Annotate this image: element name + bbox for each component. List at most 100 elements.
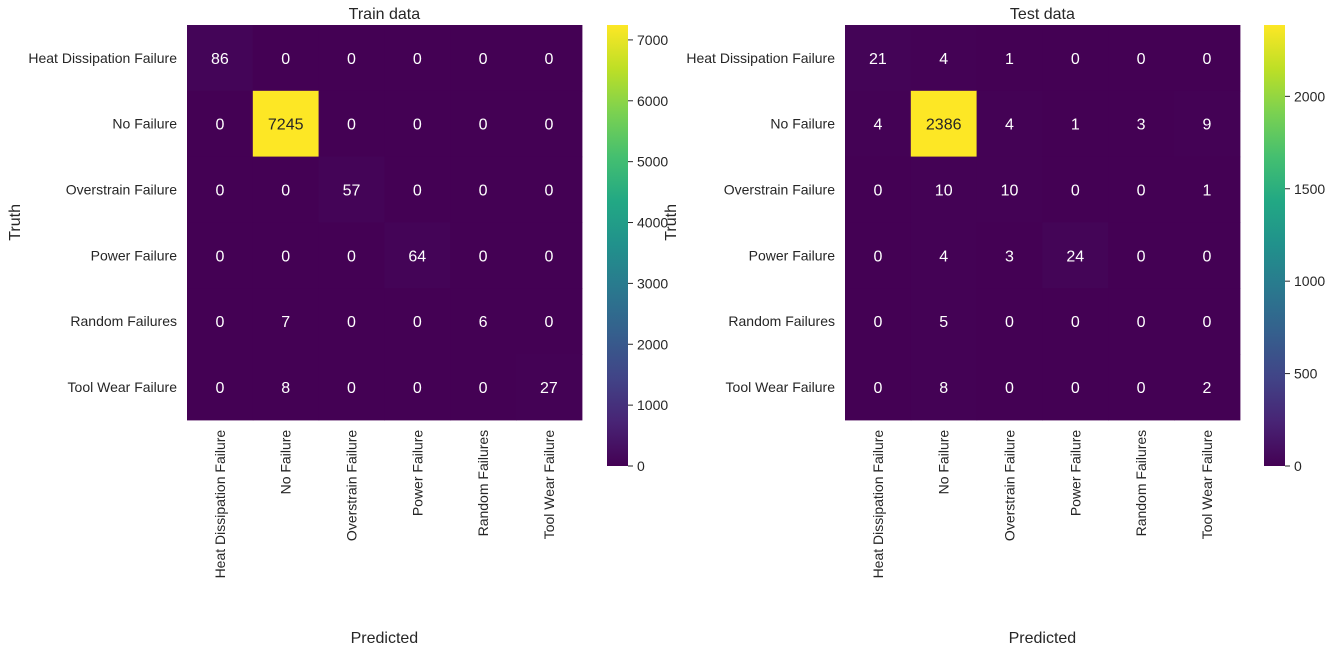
cell-value-label: 1 (1005, 51, 1014, 68)
cell-value-label: 0 (544, 51, 553, 68)
cell-value-label: 0 (873, 314, 882, 331)
x-tick-label: Random Failures (1133, 430, 1149, 537)
cell-value-label: 0 (873, 248, 882, 265)
heatmap-cell (384, 222, 451, 289)
cell-value-label: 0 (544, 314, 553, 331)
heatmap-cell (450, 156, 517, 223)
cell-value-label: 0 (281, 248, 290, 265)
heatmap-cell (1042, 90, 1109, 158)
heatmap-cell (976, 354, 1043, 421)
y-axis-label: Truth (663, 204, 680, 241)
cell-value-label: 0 (1071, 314, 1080, 331)
heatmap-cell (252, 156, 320, 223)
cell-value-label: 0 (544, 183, 553, 200)
heatmap-cell (1174, 354, 1241, 421)
colorbar (607, 25, 628, 466)
cell-value-label: 6 (479, 314, 488, 331)
heatmap-cell (1174, 222, 1241, 289)
heatmap-cell (1108, 25, 1175, 92)
heatmap-cell (1042, 288, 1109, 355)
x-tick-label: Tool Wear Failure (1199, 430, 1215, 540)
heatmap-cell (976, 288, 1043, 355)
cell-value-label: 0 (1005, 380, 1014, 397)
heatmap-cell (187, 90, 254, 158)
cell-value-label: 0 (347, 117, 356, 134)
cell-value-label: 5 (939, 314, 948, 331)
x-tick-label: Heat Dissipation Failure (870, 430, 886, 579)
heatmap-cell (187, 222, 254, 289)
cell-value-label: 21 (869, 51, 887, 68)
cell-value-label: 0 (1071, 183, 1080, 200)
cell-value-label: 0 (281, 183, 290, 200)
cell-value-label: 2386 (926, 117, 962, 134)
x-tick-label: Overstrain Failure (344, 430, 360, 541)
cell-value-label: 0 (873, 380, 882, 397)
colorbar-tick-label: 0 (637, 458, 645, 474)
heatmap-cell (384, 156, 451, 223)
cell-value-label: 57 (343, 183, 361, 200)
cell-value-label: 27 (540, 380, 558, 397)
heatmap-cell (187, 156, 254, 223)
heatmap-cell (1108, 90, 1175, 158)
heatmap-cell (516, 288, 583, 355)
heatmap-cell (1042, 354, 1109, 421)
y-axis-label: Truth (7, 204, 24, 241)
heatmap-cell (1174, 90, 1241, 158)
cell-value-label: 0 (215, 314, 224, 331)
heatmap-cell (450, 222, 517, 289)
cell-value-label: 0 (1202, 314, 1211, 331)
cell-value-label: 1 (1202, 183, 1211, 200)
cell-value-label: 86 (211, 51, 229, 68)
heatmap-cell (1108, 288, 1175, 355)
y-tick-label: Power Failure (91, 247, 178, 263)
colorbar-tick-label: 1000 (637, 397, 668, 413)
x-axis-label: Predicted (351, 630, 419, 647)
x-tick-label: Tool Wear Failure (541, 430, 557, 540)
y-tick-label: Overstrain Failure (724, 182, 835, 198)
y-tick-label: Power Failure (749, 247, 836, 263)
cell-value-label: 3 (1137, 117, 1146, 134)
y-tick-label: Random Failures (70, 313, 177, 329)
cell-value-label: 4 (939, 51, 948, 68)
heatmap-cell (976, 222, 1043, 289)
cell-value-label: 4 (1005, 117, 1014, 134)
x-tick-label: No Failure (278, 430, 294, 495)
colorbar-tick-label: 2000 (637, 336, 668, 352)
cell-value-label: 0 (1137, 183, 1146, 200)
heatmap-cell (384, 354, 451, 421)
heatmap-cell (450, 354, 517, 421)
heatmap-cell (187, 288, 254, 355)
cell-value-label: 0 (347, 380, 356, 397)
cell-value-label: 0 (479, 248, 488, 265)
y-tick-label: Heat Dissipation Failure (28, 50, 177, 66)
heatmap-cell (1042, 222, 1109, 289)
cell-value-label: 8 (939, 380, 948, 397)
cell-value-label: 10 (1001, 183, 1019, 200)
heatmap-cell (252, 354, 320, 421)
cell-value-label: 0 (1137, 51, 1146, 68)
heatmap-cell (976, 90, 1043, 158)
heatmap-cell (318, 354, 385, 421)
cell-value-label: 0 (215, 380, 224, 397)
heatmap-cell (976, 156, 1043, 223)
heatmap-cell (187, 354, 254, 421)
heatmap-cell (1042, 156, 1109, 223)
cell-value-label: 0 (215, 248, 224, 265)
heatmap-cell (910, 90, 978, 158)
cell-value-label: 4 (873, 117, 882, 134)
heatmap-cell (845, 25, 912, 92)
heatmap-cell (318, 25, 385, 92)
colorbar-tick-label: 1500 (1294, 181, 1325, 197)
cell-value-label: 7 (281, 314, 290, 331)
y-tick-label: No Failure (770, 116, 835, 132)
heatmap-cell (318, 90, 385, 158)
cell-value-label: 0 (479, 51, 488, 68)
y-tick-label: Overstrain Failure (66, 182, 177, 198)
heatmap-cell (450, 25, 517, 92)
heatmap-cell (910, 222, 978, 289)
cell-value-label: 0 (544, 117, 553, 134)
x-tick-label: Random Failures (475, 430, 491, 537)
heatmap-cell (516, 156, 583, 223)
heatmap-cell (516, 222, 583, 289)
